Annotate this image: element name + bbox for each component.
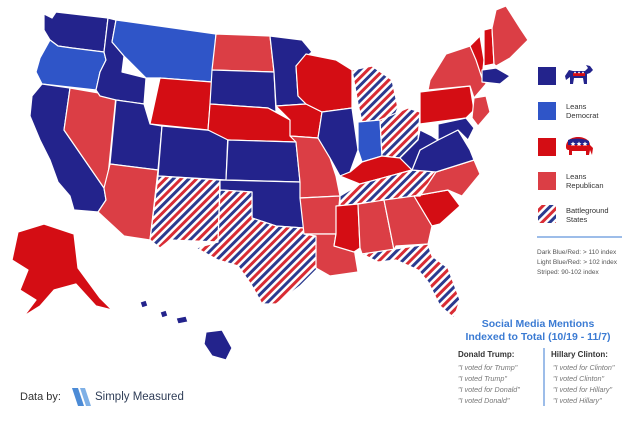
state-ak	[11, 223, 113, 317]
simply-measured-logo-icon	[72, 388, 91, 406]
trump-quote: "I voted for Donald"	[458, 385, 520, 394]
state-hi	[139, 299, 233, 361]
data-by-label: Data by:	[20, 391, 61, 403]
legend-label-leans-republican-1: Leans	[566, 172, 587, 181]
legend-swatch-dark-blue	[538, 67, 556, 85]
trump-quote: "I voted for Trump"	[458, 363, 518, 372]
legend-note-striped: Striped: 90-102 index	[537, 269, 600, 276]
us-map	[11, 5, 529, 361]
state-ny	[427, 45, 487, 99]
legend-label-battleground-2: States	[566, 215, 588, 224]
state-me	[491, 5, 529, 67]
legend-label-leans-democrat-1: Leans	[566, 102, 587, 111]
state-az	[97, 163, 159, 241]
state-ks	[225, 139, 301, 183]
state-ar	[299, 195, 341, 235]
state-ma	[481, 67, 511, 85]
state-nd	[211, 33, 275, 73]
democrat-donkey-icon	[565, 65, 593, 84]
legend: Leans Democrat Leans Republican Battlegr…	[537, 65, 622, 276]
mentions-title-line2: Indexed to Total (10/19 - 11/7)	[465, 331, 610, 343]
mentions-title-line1: Social Media Mentions	[482, 318, 595, 330]
state-md	[437, 117, 475, 141]
legend-swatch-striped	[538, 205, 556, 223]
state-mi	[351, 65, 399, 123]
legend-note-dark: Dark Blue/Red: > 110 index	[537, 249, 617, 256]
state-mt	[111, 19, 217, 83]
brand-name: Simply Measured	[95, 391, 184, 403]
trump-header: Donald Trump:	[458, 350, 514, 359]
legend-label-leans-democrat-2: Democrat	[566, 111, 599, 120]
republican-elephant-icon	[566, 137, 593, 155]
legend-swatch-light-blue	[538, 102, 556, 120]
state-tx	[195, 189, 319, 305]
clinton-quote: "I voted Clinton"	[553, 374, 604, 383]
trump-quote: "I voted Trump"	[458, 374, 507, 383]
state-wy	[149, 77, 213, 131]
state-in	[357, 119, 383, 163]
legend-label-battleground-1: Battleground	[566, 206, 609, 215]
state-nm	[149, 175, 221, 249]
clinton-quote: "I voted for Clinton"	[553, 363, 615, 372]
legend-swatch-dark-red	[538, 138, 556, 156]
legend-note-light: Light Blue/Red: > 102 index	[537, 259, 618, 266]
clinton-header: Hillary Clinton:	[551, 350, 608, 359]
clinton-quote: "I voted Hillary"	[553, 396, 602, 405]
state-fl	[361, 243, 461, 319]
clinton-quote: "I voted for Hillary"	[553, 385, 612, 394]
credit: Data by: Simply Measured	[20, 388, 184, 406]
legend-swatch-light-red	[538, 172, 556, 190]
state-nj	[471, 95, 491, 127]
state-vt	[469, 35, 485, 79]
state-wv	[399, 129, 439, 171]
state-ms	[333, 203, 361, 253]
legend-label-leans-republican-2: Republican	[566, 181, 604, 190]
mentions-panel: Social Media Mentions Indexed to Total (…	[458, 318, 615, 406]
trump-quote: "I voted Donald"	[458, 396, 510, 405]
